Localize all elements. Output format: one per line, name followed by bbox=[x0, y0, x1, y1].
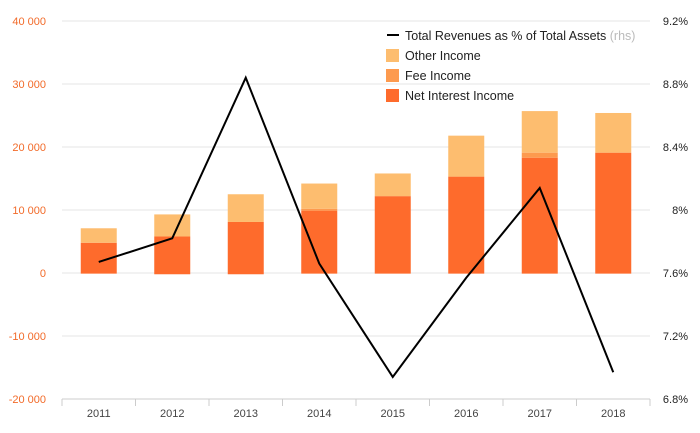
bar-net-interest-income bbox=[521, 157, 558, 273]
bar-negative-segment bbox=[154, 273, 191, 275]
revenue-ratio-line bbox=[98, 75, 615, 379]
y-left-tick-label: 0 bbox=[40, 268, 46, 280]
bar-fee-income bbox=[301, 208, 338, 211]
bar-negative-segment bbox=[521, 273, 558, 274]
y-left-tick-label: -10 000 bbox=[9, 331, 46, 343]
bar-other-income bbox=[595, 112, 632, 153]
legend-label-net-interest-income: Net Interest Income bbox=[405, 89, 514, 103]
bar-negative-segment bbox=[448, 273, 485, 274]
y-left-tick-label: 30 000 bbox=[12, 79, 46, 91]
y-right-tick-label: 6.8% bbox=[663, 394, 688, 406]
line-revenue-ratio bbox=[98, 75, 615, 379]
bar-other-income bbox=[521, 111, 558, 153]
y-right-tick-label: 7.2% bbox=[663, 331, 688, 343]
bar-other-income bbox=[80, 228, 117, 243]
bar-net-interest-income bbox=[448, 176, 485, 273]
x-tick-label: 2015 bbox=[381, 408, 405, 420]
x-tick-label: 2017 bbox=[528, 408, 552, 420]
y-left-tick-label: 20 000 bbox=[12, 142, 46, 154]
x-tick-label: 2014 bbox=[307, 408, 331, 420]
legend-label-other-income: Other Income bbox=[405, 49, 481, 63]
right-axis: 9.2% 8.8% 8.4% 8% 7.6% 7.2% 6.8% bbox=[663, 16, 688, 406]
bar-negative-segment bbox=[80, 273, 117, 274]
y-left-tick-label: 40 000 bbox=[12, 16, 46, 28]
bar-other-income bbox=[374, 173, 411, 197]
legend: Total Revenues as % of Total Assets (rhs… bbox=[386, 29, 635, 103]
y-left-tick-label: 10 000 bbox=[12, 205, 46, 217]
x-tick-label: 2011 bbox=[87, 408, 111, 420]
bar-fee-income bbox=[521, 152, 558, 158]
x-tick-label: 2013 bbox=[234, 408, 258, 420]
y-right-tick-label: 7.6% bbox=[663, 268, 688, 280]
bar-negative-segment bbox=[374, 273, 411, 274]
legend-label-fee-income: Fee Income bbox=[405, 69, 471, 83]
left-axis: 40 000 30 000 20 000 10 000 0 -10 000 -20 000 bbox=[9, 16, 46, 406]
y-right-tick-label: 8.8% bbox=[663, 79, 688, 91]
y-right-tick-label: 8% bbox=[672, 205, 688, 217]
bar-negative-segment bbox=[301, 273, 338, 274]
gridlines bbox=[62, 20, 650, 400]
bar-negative-segment bbox=[595, 273, 632, 274]
legend-swatch-net-interest-income bbox=[386, 89, 399, 102]
bar-net-interest-income bbox=[595, 152, 632, 273]
bar-other-income bbox=[301, 183, 338, 209]
bar-net-interest-income bbox=[227, 221, 264, 273]
bar-other-income bbox=[227, 194, 264, 222]
y-left-tick-label: -20 000 bbox=[9, 394, 46, 406]
x-tick-label: 2018 bbox=[601, 408, 625, 420]
y-right-tick-label: 9.2% bbox=[663, 16, 688, 28]
x-tick-label: 2012 bbox=[160, 408, 184, 420]
bar-other-income bbox=[448, 135, 485, 177]
bars bbox=[80, 111, 632, 275]
y-right-tick-label: 8.4% bbox=[663, 142, 688, 154]
bar-negative-segment bbox=[227, 273, 264, 275]
legend-swatch-other-income bbox=[386, 49, 399, 62]
x-axis: 2011 2012 2013 2014 2015 2016 2017 2018 bbox=[61, 398, 651, 420]
legend-swatch-fee-income bbox=[386, 69, 399, 82]
x-tick-label: 2016 bbox=[454, 408, 478, 420]
bar-other-income bbox=[154, 214, 191, 237]
legend-label-revenue-ratio: Total Revenues as % of Total Assets (rhs… bbox=[405, 29, 635, 43]
bar-net-interest-income bbox=[374, 196, 411, 273]
